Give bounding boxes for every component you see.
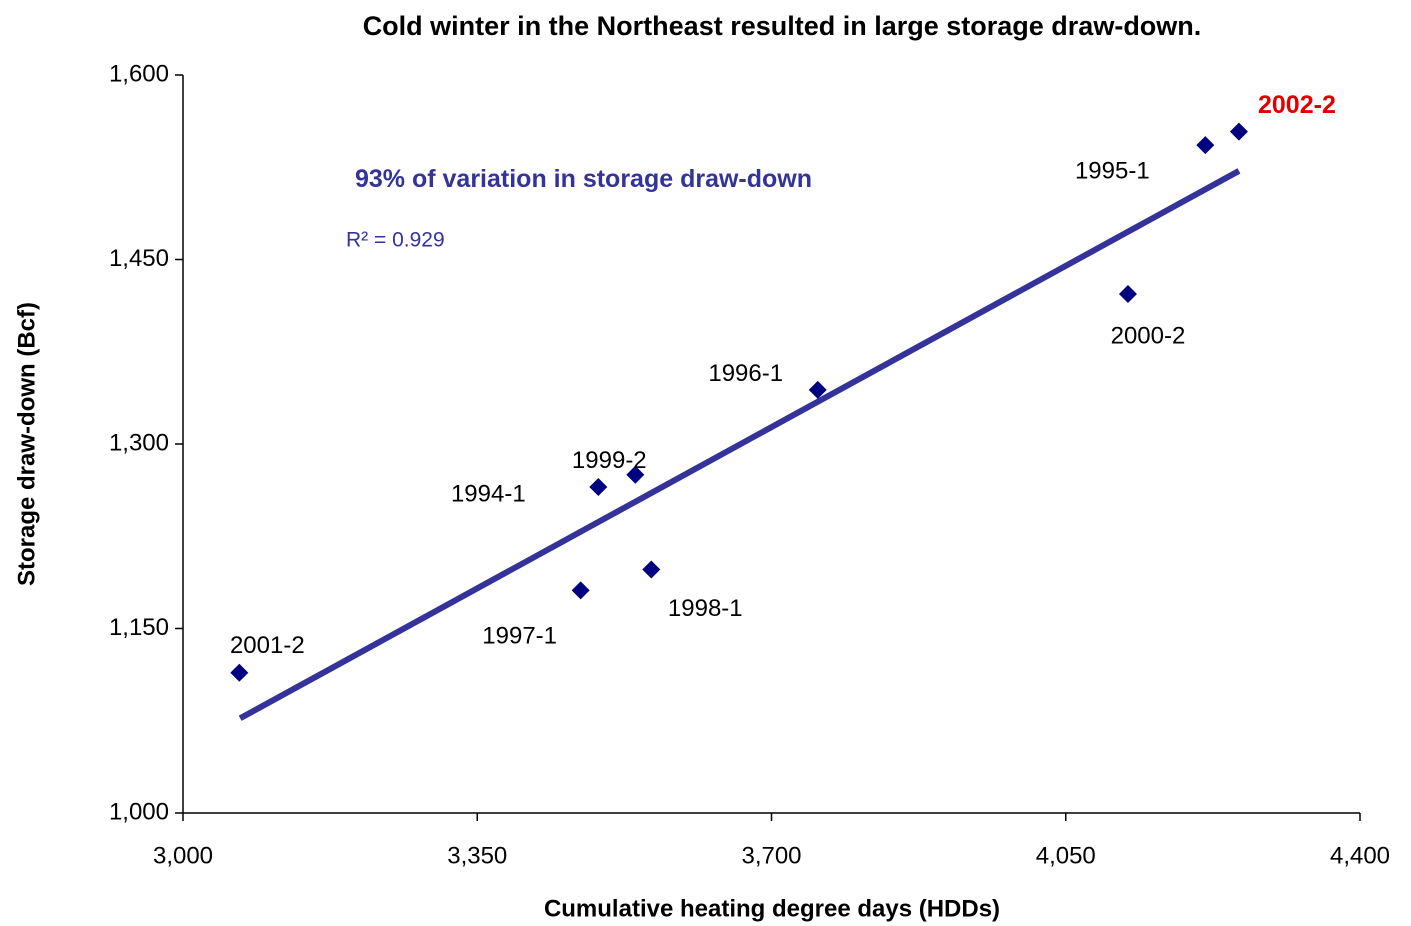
point bbox=[571, 581, 590, 600]
y-tick-label: 1,450 bbox=[109, 245, 169, 272]
point bbox=[808, 380, 827, 399]
x-axis-label: Cumulative heating degree days (HDDs) bbox=[544, 895, 1000, 922]
x-tick-label: 4,050 bbox=[1036, 842, 1096, 869]
point bbox=[642, 560, 661, 579]
point-label: 2001-2 bbox=[230, 632, 305, 659]
x-tick-label: 3,000 bbox=[153, 842, 213, 869]
trendline bbox=[238, 168, 1241, 721]
point-label: 2000-2 bbox=[1111, 322, 1186, 349]
y-tick-label: 1,600 bbox=[109, 60, 169, 87]
point-label: 1996-1 bbox=[708, 360, 783, 387]
x-tick-label: 3,700 bbox=[741, 842, 801, 869]
point-label: 1999-2 bbox=[572, 447, 647, 474]
point-label: 1998-1 bbox=[668, 595, 743, 622]
x-tick-label: 3,350 bbox=[447, 842, 507, 869]
point-label: 1994-1 bbox=[451, 480, 526, 507]
point bbox=[1118, 284, 1137, 303]
point bbox=[589, 478, 608, 497]
point bbox=[1229, 122, 1248, 141]
point bbox=[1196, 136, 1215, 155]
point-label: 1997-1 bbox=[482, 623, 557, 650]
point-label: 2002-2 bbox=[1258, 91, 1336, 119]
y-axis-label: Storage draw-down (Bcf) bbox=[13, 302, 40, 586]
y-tick-label: 1,150 bbox=[109, 614, 169, 641]
x-tick-label: 4,400 bbox=[1330, 842, 1390, 869]
r-squared: R² = 0.929 bbox=[346, 229, 445, 252]
chart-title: Cold winter in the Northeast resulted in… bbox=[363, 11, 1202, 41]
point bbox=[230, 663, 249, 682]
point bbox=[626, 465, 645, 484]
y-tick-label: 1,300 bbox=[109, 429, 169, 456]
y-tick-label: 1,000 bbox=[109, 798, 169, 825]
annotation: 93% of variation in storage draw-down bbox=[355, 165, 813, 193]
point-label: 1995-1 bbox=[1075, 157, 1150, 184]
